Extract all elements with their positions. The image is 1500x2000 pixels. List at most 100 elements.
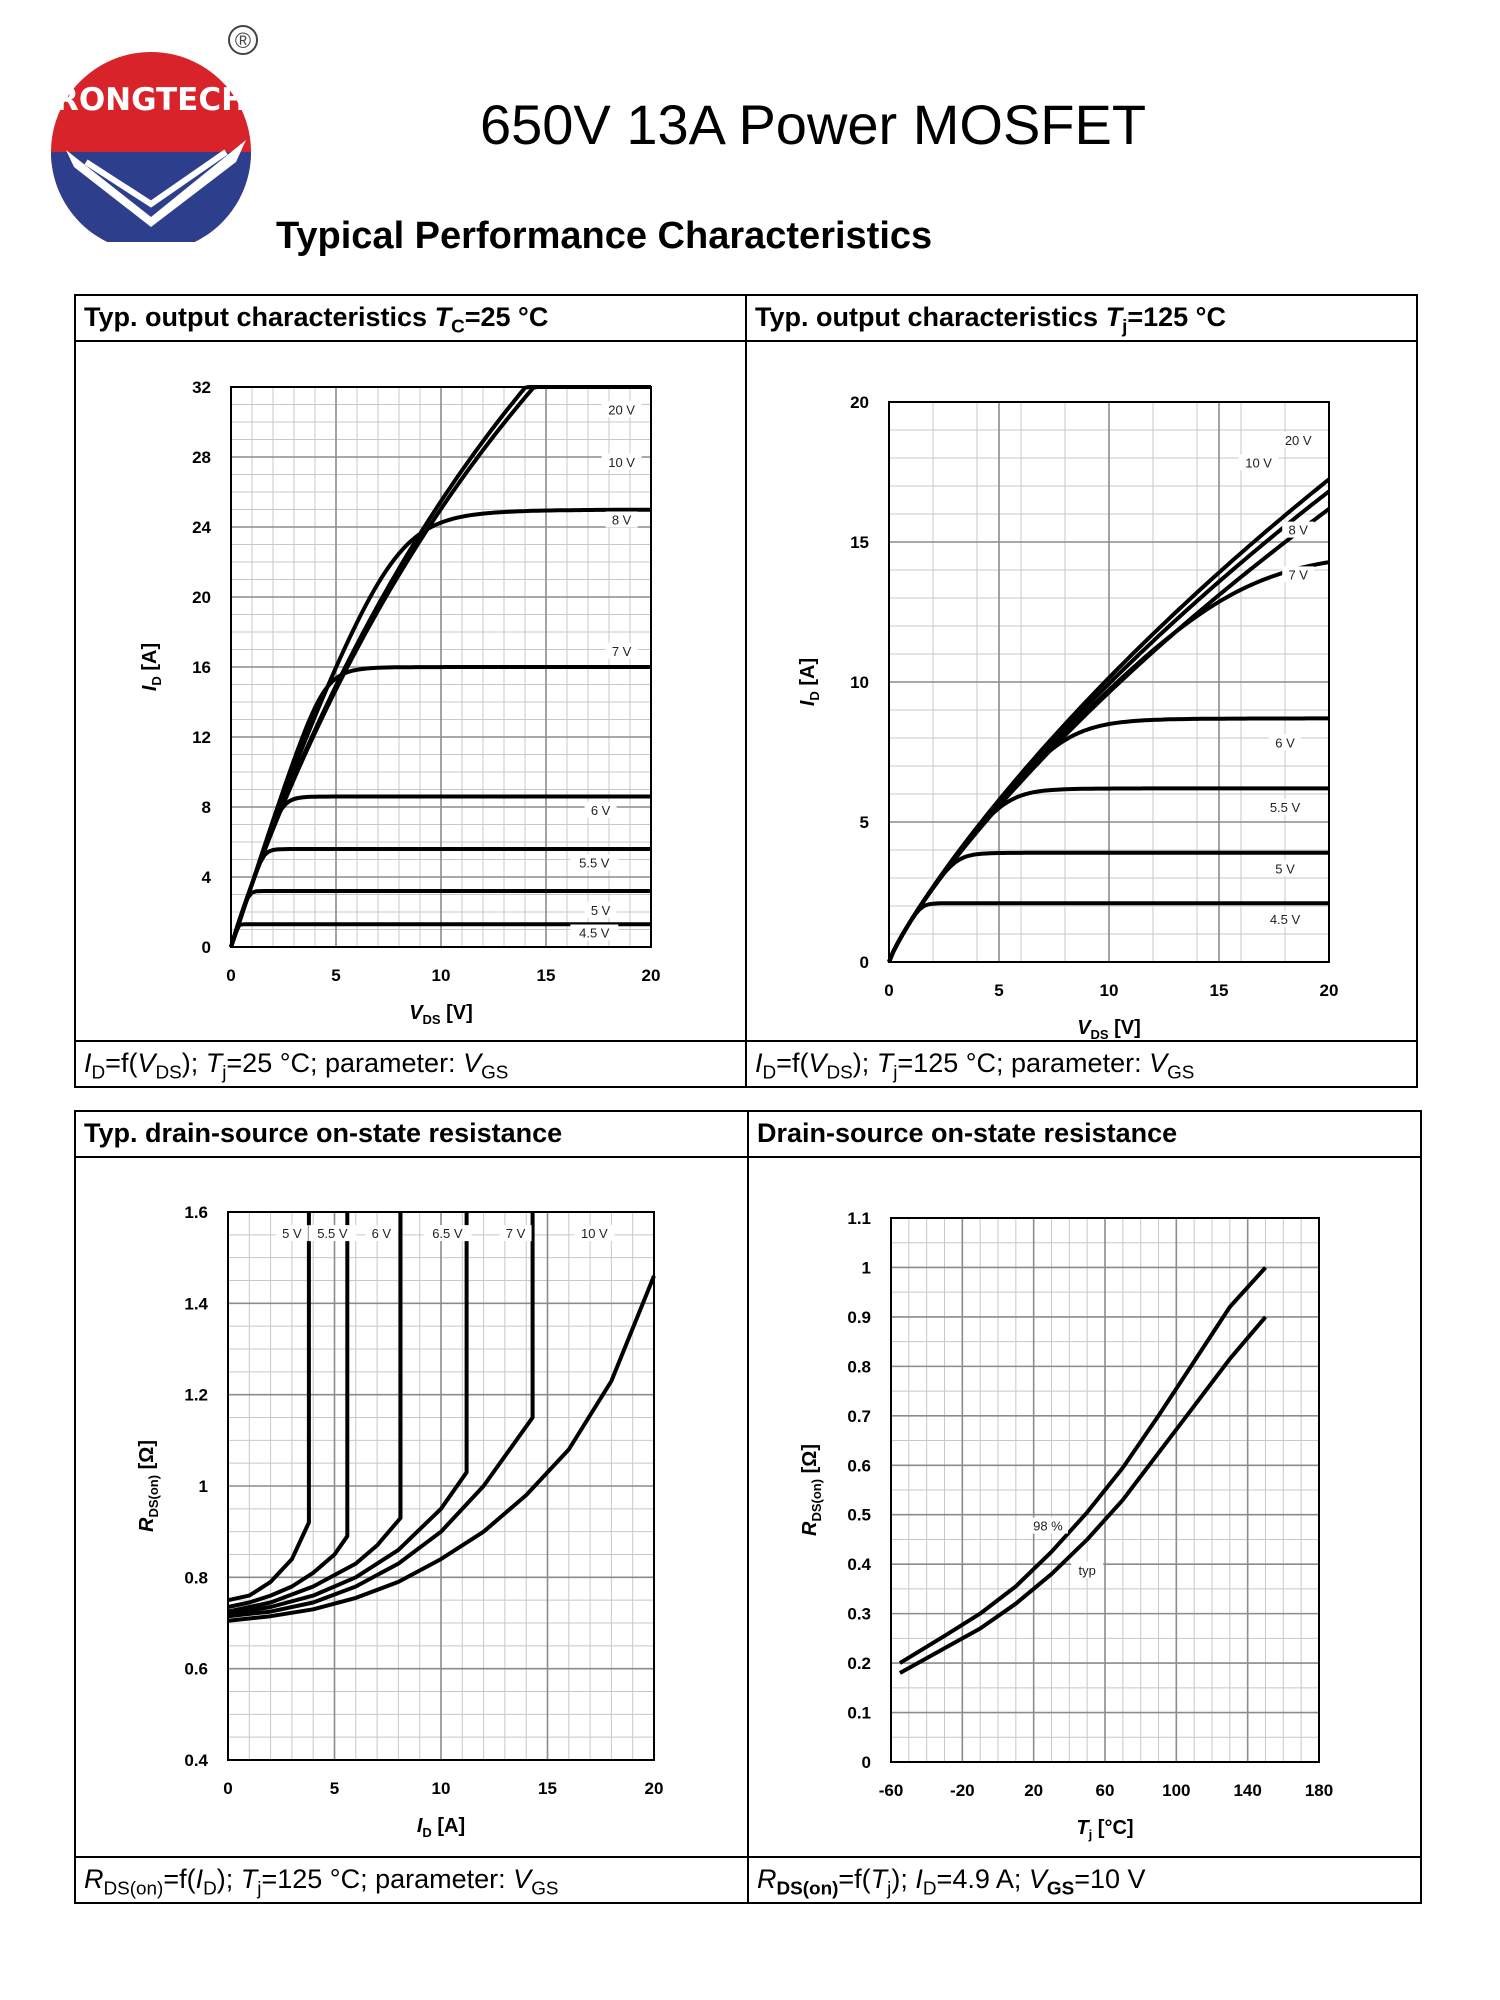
cap-d: );: [852, 1048, 877, 1078]
curve-label-bg: [1238, 454, 1279, 471]
series-curve-6-V: [229, 794, 651, 948]
curve-label-bg: [365, 1225, 398, 1242]
series-curve-4-5-V: [887, 901, 1329, 963]
y-tick-label: 12: [192, 728, 211, 747]
y-tick-label: 0.4: [847, 1555, 871, 1574]
series-curve-8-V: [229, 507, 651, 948]
y-axis-title: ID [A]: [797, 658, 822, 706]
y-tick-label: 0.3: [847, 1605, 871, 1624]
curve-label: 10 V: [1245, 455, 1272, 470]
curve-label-bg: [423, 1225, 472, 1242]
title-symbol: T: [1105, 302, 1123, 332]
x-tick-label: 5: [331, 966, 340, 985]
cap-f: =125 °C; parameter:: [261, 1864, 514, 1894]
title-subscript: j: [1122, 316, 1128, 338]
panel-caption: ID=f(VDS); Tj=25 °C; parameter: VGS: [76, 1040, 745, 1086]
curve-label: 5 V: [591, 903, 611, 918]
panel-rds-vs-tj: Drain-source on-state resistance -60 -20 2…: [747, 1110, 1422, 1904]
curve-label-bg: [1278, 432, 1319, 448]
series-curve-6-5-V: [227, 1212, 469, 1616]
x-tick-label: 15: [537, 966, 556, 985]
curve-label: 5 V: [282, 1226, 302, 1241]
logo-wave: [66, 140, 246, 227]
curve-label-bg: [601, 401, 642, 418]
curve-label-bg: [1071, 1562, 1104, 1579]
curve-label: 4.5 V: [1270, 912, 1301, 927]
series-curve-5-5-V: [229, 847, 651, 948]
cap-e: T: [240, 1864, 258, 1894]
series-curve-5-V: [887, 850, 1329, 963]
cap-g-sub: GS: [1167, 1062, 1195, 1084]
curve-label: 6 V: [372, 1226, 392, 1241]
title-subscript: C: [451, 316, 465, 338]
series-curve-5-5-V: [887, 786, 1329, 963]
cap-g-sub: GS: [531, 1878, 559, 1900]
y-tick-label: 0.2: [847, 1654, 871, 1673]
series-curve-10-V: [227, 1275, 656, 1623]
x-tick-label: 10: [432, 966, 451, 985]
cap-e: T: [876, 1048, 894, 1078]
cap-g: V: [1149, 1048, 1168, 1078]
curve-label: 6.5 V: [432, 1226, 463, 1241]
cap-c-sub: DS: [826, 1062, 853, 1084]
cap-g: V: [463, 1048, 482, 1078]
series-curve-typ: [898, 1315, 1268, 1675]
registered-mark: ®: [235, 28, 251, 53]
curve-label-bg: [1269, 734, 1301, 751]
y-tick-label: 32: [192, 378, 211, 397]
chart-rds-vs-id: 0 5 10 15 20 0.4 0.6 0.8 1 1.2 1.4 1.6 ID [A] RDS(on)…: [136, 1203, 664, 1840]
chart-rds-vs-tj: -60 -20 20 60 100 140 180 0 0.1 0.2 0.3 0.4 0.5 0.6 0.…: [799, 1209, 1333, 1842]
cap-e-sub: j: [222, 1062, 227, 1084]
y-tick-label: 0.4: [184, 1751, 208, 1770]
y-axis-title: ID [A]: [139, 643, 164, 691]
curve-label-bg: [601, 453, 642, 470]
y-tick-label: 1.4: [184, 1294, 208, 1313]
x-tick-label: 20: [645, 1779, 664, 1798]
chart-output-25c: 0 5 10 15 20 0 4 8 12 16 20 24 28 32 VDS [V] ID [A] 20 V…: [139, 378, 660, 1027]
curve-label-bg: [275, 1225, 308, 1242]
x-tick-label: 0: [226, 966, 235, 985]
curve-label: 5 V: [1275, 861, 1295, 876]
series-curve-7-V: [227, 1212, 535, 1619]
curve-label: 8 V: [1288, 523, 1308, 538]
y-tick-label: 0.1: [847, 1704, 871, 1723]
x-tick-label: 20: [1320, 981, 1339, 1000]
cap-f: =125 °C; parameter:: [897, 1048, 1150, 1078]
cap-d: );: [891, 1864, 916, 1894]
y-tick-label: 1.1: [847, 1209, 871, 1228]
x-axis-title: VDS [V]: [409, 1002, 473, 1027]
registered-circle: [228, 25, 258, 55]
cap-a-sub: DS(on): [103, 1878, 164, 1900]
curve-label: 7 V: [506, 1226, 526, 1241]
cap-c-sub: DS: [155, 1062, 182, 1084]
curve-label-bg: [1269, 860, 1301, 877]
y-tick-label: 24: [192, 518, 211, 537]
y-axis-title: RDS(on) [Ω]: [136, 1440, 161, 1532]
cap-a-sub: DS(on): [776, 1878, 839, 1900]
series-curve-5-5-V: [227, 1212, 350, 1609]
title-tail: =25 °C: [464, 302, 549, 332]
cap-a: R: [757, 1864, 777, 1894]
y-tick-label: 1.6: [184, 1203, 208, 1222]
curve-label: 20 V: [608, 402, 635, 417]
curve-label-bg: [570, 924, 619, 941]
x-tick-label: 10: [1100, 981, 1119, 1000]
y-axis-title: RDS(on) [Ω]: [799, 1444, 824, 1536]
curve-label-bg: [570, 854, 619, 871]
x-tick-label: 100: [1162, 1781, 1190, 1800]
cap-e-sub: j: [257, 1878, 262, 1900]
y-tick-label: 20: [192, 588, 211, 607]
curve-label-bg: [1261, 798, 1309, 815]
y-tick-label: 0.7: [847, 1407, 871, 1426]
cap-c-sub: j: [887, 1878, 892, 1900]
x-tick-label: 10: [432, 1779, 451, 1798]
cap-c: V: [137, 1048, 156, 1078]
cap-a: R: [84, 1864, 104, 1894]
curve-label: 7 V: [1288, 567, 1308, 582]
cap-g-sub: GS: [481, 1062, 509, 1084]
curve-label: 5.5 V: [317, 1226, 348, 1241]
y-tick-label: 0: [862, 1753, 871, 1772]
y-tick-label: 10: [850, 673, 869, 692]
